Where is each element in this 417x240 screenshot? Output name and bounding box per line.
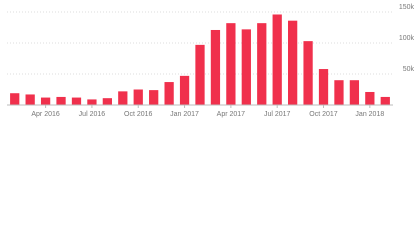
y-tick-label: 100k	[399, 35, 415, 42]
bar	[71, 97, 82, 105]
page: 50k 100k 150k Apr 2016 Jul 2016 Oct 2016 Jan 2…	[7, 3, 415, 118]
x-tick-label: Jan 2017	[170, 111, 199, 118]
bar	[210, 29, 221, 106]
bar	[226, 23, 236, 105]
bar	[56, 96, 66, 105]
bar	[87, 99, 97, 105]
bar	[380, 96, 390, 105]
bar	[241, 29, 251, 105]
x-tick-label: Oct 2016	[124, 111, 153, 118]
x-tick-label: Jul 2016	[79, 111, 106, 118]
bar	[318, 69, 329, 105]
bar	[303, 41, 313, 105]
bar	[349, 80, 360, 105]
y-tick-label: 150k	[399, 4, 415, 11]
bar	[195, 44, 205, 105]
bar	[288, 20, 298, 105]
y-tick-label: 50k	[403, 66, 415, 73]
bar	[40, 97, 51, 105]
x-tick-label: Jan 2018	[355, 111, 384, 118]
bar	[179, 75, 190, 105]
bar	[10, 93, 20, 105]
bar	[25, 94, 35, 105]
bar	[164, 82, 174, 105]
bar	[272, 14, 282, 106]
bar	[257, 23, 267, 105]
chart: 50k 100k 150k Apr 2016 Jul 2016 Oct 2016 Jan 2…	[7, 4, 415, 118]
x-tick-label: Apr 2017	[217, 111, 246, 118]
bar	[365, 91, 375, 105]
bar	[133, 89, 143, 105]
x-tick-label: Jul 2017	[264, 111, 291, 118]
bar	[118, 91, 128, 105]
bar	[149, 90, 159, 105]
x-tick-label: Apr 2016	[31, 111, 60, 118]
bar	[102, 98, 112, 105]
bar	[334, 80, 344, 105]
x-tick-label: Oct 2017	[309, 111, 338, 118]
